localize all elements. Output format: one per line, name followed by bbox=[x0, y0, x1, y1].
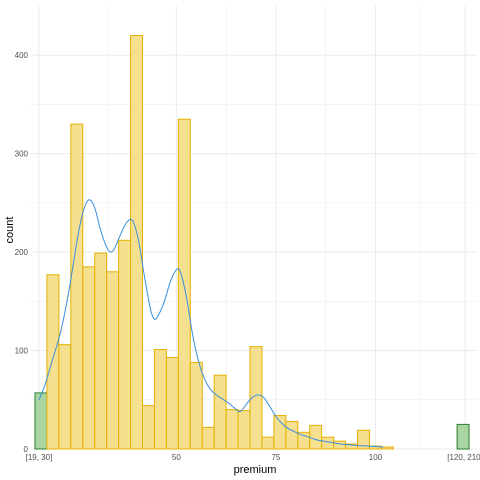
histogram-bar bbox=[58, 344, 72, 450]
histogram-bar bbox=[82, 266, 96, 450]
density-curve bbox=[38, 199, 384, 448]
histogram-bar bbox=[285, 420, 299, 450]
histogram-bar bbox=[142, 405, 155, 450]
histogram-bar bbox=[309, 424, 323, 450]
y-axis-title: count bbox=[4, 217, 16, 244]
x-tick-label: [120, 210] bbox=[447, 453, 480, 462]
x-axis-tick-labels: [19, 30] 50 75 100 [120, 210] bbox=[26, 453, 480, 462]
y-tick-label: 400 bbox=[15, 51, 29, 60]
x-axis-title: premium bbox=[234, 464, 277, 476]
histogram-bar bbox=[297, 431, 311, 450]
histogram-bar bbox=[46, 274, 60, 450]
x-tick-label: 100 bbox=[369, 453, 383, 462]
x-tick-label: [19, 30] bbox=[26, 453, 53, 462]
y-axis-tick-labels: 0 100 200 300 400 bbox=[15, 51, 29, 454]
outlier-bar bbox=[34, 392, 48, 450]
x-tick-label: 75 bbox=[271, 453, 280, 462]
histogram-bar bbox=[333, 440, 347, 450]
histogram-bar bbox=[177, 118, 191, 450]
histogram-bar bbox=[70, 123, 84, 450]
histogram-bar bbox=[249, 346, 263, 450]
histogram-bar bbox=[165, 356, 179, 450]
histogram-bars bbox=[34, 35, 470, 450]
histogram-bar bbox=[213, 374, 227, 450]
histogram-bar bbox=[225, 409, 239, 450]
histogram-bar bbox=[380, 446, 394, 450]
histogram-bar bbox=[357, 429, 370, 450]
histogram-bar bbox=[106, 271, 120, 450]
histogram-bar bbox=[130, 35, 144, 450]
histogram-bar bbox=[189, 361, 203, 450]
y-tick-label: 200 bbox=[15, 248, 29, 257]
x-tick-label: 50 bbox=[172, 453, 181, 462]
histogram-bar bbox=[261, 436, 275, 450]
histogram-bar bbox=[153, 349, 167, 450]
histogram-bar bbox=[94, 252, 108, 450]
y-tick-label: 0 bbox=[24, 445, 29, 454]
y-tick-label: 100 bbox=[15, 347, 29, 356]
histogram-bar bbox=[201, 426, 215, 450]
histogram-bar bbox=[321, 436, 335, 450]
outlier-bar bbox=[456, 423, 470, 450]
histogram-bar bbox=[237, 410, 251, 450]
histogram-bar bbox=[273, 415, 287, 450]
histogram-bar bbox=[118, 239, 132, 450]
y-tick-label: 300 bbox=[15, 150, 29, 159]
